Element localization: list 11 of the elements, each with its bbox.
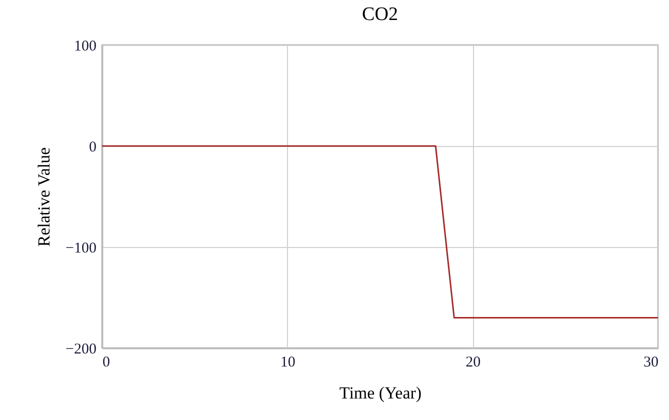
y-tick-label: 100: [74, 38, 96, 54]
x-tick-label: 30: [644, 354, 658, 370]
x-axis-title: Time (Year): [339, 384, 422, 402]
x-tick-label: 20: [466, 354, 481, 370]
y-axis-title: Relative Value: [34, 147, 54, 247]
y-tick-label: 0: [89, 140, 96, 156]
y-tick-label: −200: [66, 342, 96, 358]
x-tick-label: 0: [102, 354, 110, 370]
y-tick-label: −100: [66, 240, 96, 256]
x-tick-label: 10: [280, 354, 296, 370]
chart-title: CO2: [362, 4, 398, 25]
